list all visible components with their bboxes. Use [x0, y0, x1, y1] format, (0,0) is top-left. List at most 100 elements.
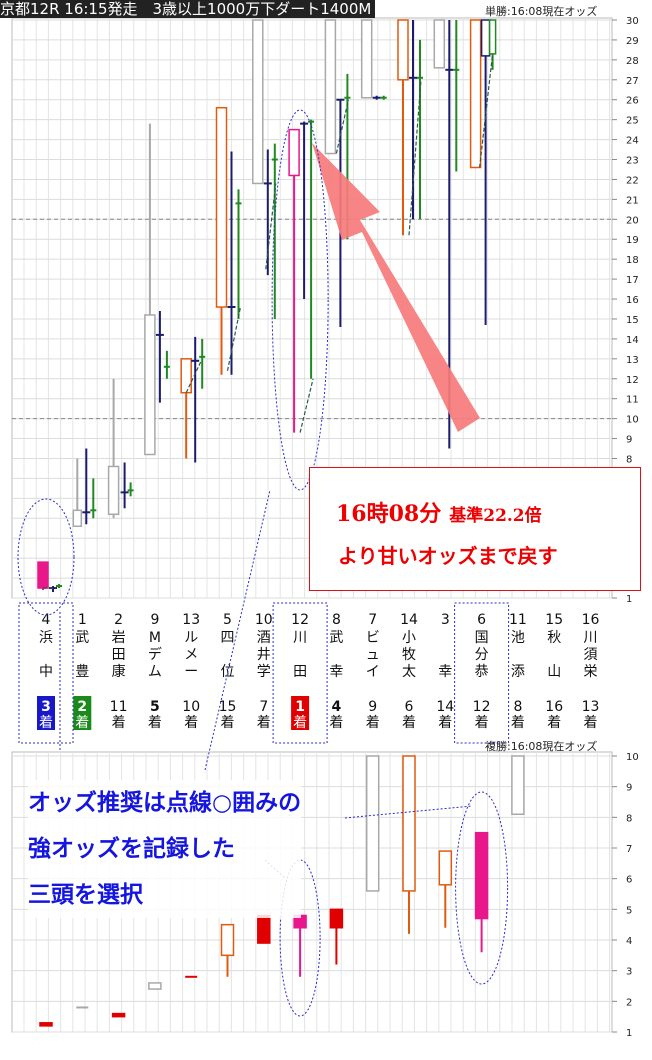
jockey-char: 四 [221, 630, 235, 646]
jockey-char: 岩 [112, 630, 126, 646]
tansho-tick-label: 23 [626, 156, 639, 167]
finish-suffix: 着 [112, 715, 126, 731]
horse-number: 6 [477, 612, 486, 628]
tansho-candle-body [180, 358, 192, 394]
fukusho-tick-label: 7 [626, 844, 632, 855]
horse-number: 1 [78, 612, 87, 628]
tansho-tick-label: 26 [626, 96, 639, 107]
finish-suffix: 着 [402, 715, 416, 731]
jockey-char: 中 [39, 664, 53, 680]
selection-ellipse [17, 498, 75, 616]
jockey-char: 分 [475, 647, 489, 663]
horse-number: 11 [509, 612, 527, 628]
tansho-tick-label: 19 [626, 235, 639, 246]
fukusho-tick-label: 2 [626, 997, 632, 1008]
selection-box [454, 602, 510, 744]
horse-number: 8 [332, 612, 341, 628]
fukusho-candle-body [511, 755, 525, 816]
finish-position: 11 [110, 699, 128, 715]
tansho-candle-body [107, 465, 120, 516]
finish-position: 10 [182, 699, 200, 715]
jockey-char: 幸 [329, 664, 343, 680]
jockey-char: 小 [402, 630, 416, 646]
jockey-char: 武 [75, 630, 89, 646]
horse-number: 14 [400, 612, 418, 628]
tansho-tick-label: 8 [626, 454, 632, 465]
note-line: 三頭を選択 [28, 872, 302, 918]
jockey-char: 浜 [39, 630, 53, 646]
fukusho-candle-body [329, 908, 344, 929]
selection-note: オッズ推奨は点線○囲みの 強オッズを記録した 三頭を選択 [28, 780, 302, 918]
horse-number: 16 [582, 612, 600, 628]
tansho-tick-label: 18 [626, 255, 639, 266]
finish-suffix: 着 [547, 715, 561, 731]
tansho-tick-label: 28 [626, 56, 639, 67]
jockey-char: 田 [293, 664, 307, 680]
finish-suffix: 着 [366, 715, 380, 731]
tansho-candle-body [360, 19, 373, 99]
finish-position: 9 [368, 699, 377, 715]
jockey-char: 国 [475, 630, 489, 646]
fukusho-tick-label: 8 [626, 813, 632, 824]
tansho-tick-label: 20 [626, 215, 639, 226]
fukusho-tick-label: 9 [626, 783, 632, 794]
callout-line1: 16時08分 基準22.2倍 [336, 496, 542, 528]
tansho-candle-body [324, 19, 337, 155]
finish-position: 8 [513, 699, 522, 715]
selection-ellipse [271, 109, 329, 491]
finish-suffix: 着 [257, 715, 271, 731]
selection-box [18, 602, 74, 744]
jockey-char: イ [366, 664, 380, 680]
finish-suffix: 着 [75, 715, 89, 731]
callout-time: 16時08分 [336, 501, 442, 527]
fukusho-tick-label: 5 [626, 905, 632, 916]
tansho-candle-body [397, 19, 409, 81]
fukusho-candle-body [402, 755, 416, 892]
jockey-char: 山 [547, 664, 561, 680]
pointer-arrow [312, 143, 480, 432]
finish-suffix: 着 [184, 715, 198, 731]
horse-number: 9 [150, 612, 159, 628]
fukusho-candle-body [148, 982, 162, 990]
horse-number: 10 [255, 612, 273, 628]
tansho-candle-body [72, 509, 83, 527]
tansho-candle-body [433, 19, 446, 69]
finish-position: 3 [41, 699, 51, 715]
finish-badge [73, 696, 92, 730]
tansho-candle-body [288, 128, 300, 177]
jockey-char: メ [184, 647, 198, 663]
tansho-tick-label: 9 [626, 435, 632, 446]
finish-suffix: 着 [293, 715, 307, 731]
jockey-char: ー [184, 664, 198, 680]
fukusho-candle-body [111, 1012, 126, 1018]
fukusho-tick-label: 6 [626, 875, 632, 886]
trend-line [299, 378, 314, 433]
jockey-char: 川 [584, 630, 598, 646]
jockey-char: 酒 [257, 630, 271, 646]
fukusho-candle-body [438, 850, 453, 886]
finish-suffix: 着 [511, 715, 525, 731]
tansho-tick-label: 30 [626, 16, 639, 27]
jockey-char: 恭 [475, 664, 489, 680]
finish-suffix: 着 [221, 715, 235, 731]
tansho-tick-label: 17 [626, 275, 639, 286]
jockey-char: 太 [402, 664, 416, 680]
callout-box: 16時08分 基準22.2倍 より甘いオッズまで戻す [309, 467, 641, 591]
finish-badge [37, 696, 55, 730]
jockey-char: 池 [511, 630, 525, 646]
finish-suffix: 着 [39, 715, 53, 731]
trend-line [408, 79, 422, 236]
horse-number: 12 [291, 612, 309, 628]
jockey-char: 康 [112, 663, 126, 680]
tansho-candle-body [215, 106, 228, 308]
horse-number: 5 [223, 612, 232, 628]
horse-number: 4 [42, 612, 51, 628]
trend-line [335, 99, 349, 154]
fukusho-tick-label: 10 [626, 752, 639, 763]
note-line: 強オッズを記録した [28, 826, 302, 872]
finish-suffix: 着 [329, 715, 343, 731]
trend-line [479, 53, 494, 168]
tansho-tick-label: 15 [626, 315, 639, 326]
finish-position: 16 [545, 699, 563, 715]
